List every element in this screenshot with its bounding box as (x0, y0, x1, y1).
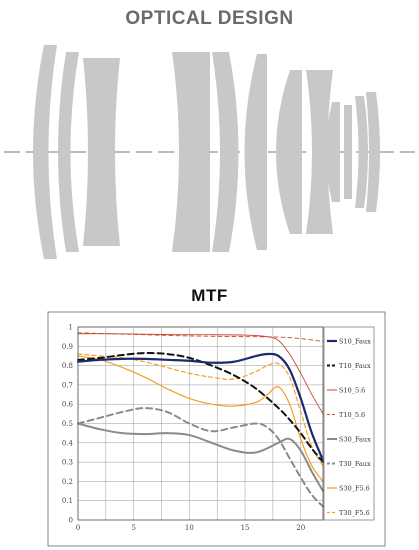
optical-design-title: OPTICAL DESIGN (125, 8, 294, 29)
lens-element-8 (306, 70, 333, 234)
legend-label: T10_5.6 (339, 411, 365, 419)
lens-element-5 (212, 52, 239, 252)
y-tick-label: 0.7 (62, 381, 73, 389)
lens-element-12 (366, 92, 380, 212)
y-tick-label: 1 (69, 324, 73, 332)
series-line-t10-5-6 (77, 332, 324, 342)
y-tick-label: 0.3 (62, 459, 73, 467)
y-tick-label: 0.5 (62, 420, 73, 428)
x-tick-label: 5 (131, 524, 135, 532)
legend-label: T30_F5.6 (339, 509, 370, 517)
lens-element-4 (172, 52, 210, 252)
y-tick-label: 0.4 (62, 439, 74, 447)
lens-element-9 (326, 102, 340, 202)
x-tick-label: 10 (185, 524, 194, 532)
chart-legend: S10_Faux T10_Faux S10_5.6 T10_5.6 S30_Faux T3… (327, 337, 371, 517)
series-line-t30-faux (77, 407, 324, 508)
plot-border (77, 326, 324, 521)
series-line-t10-faux (77, 352, 324, 464)
mtf-chart: 0 5 10 15 20 0 0.1 0.2 0.3 0.4 0.5 0.6 0.7 0.8 0.9 1 S1… (47, 311, 386, 547)
optical-design-diagram (4, 45, 415, 259)
lens-element-11 (355, 96, 368, 208)
y-tick-label: 0.8 (62, 362, 73, 370)
legend-label: S30_Faux (339, 435, 371, 443)
legend-label: T30_Faux (339, 460, 371, 468)
lens-element-2 (58, 52, 79, 252)
lens-element-10 (344, 105, 352, 199)
lens-element-6 (244, 54, 267, 250)
y-tick-label: 0.9 (62, 343, 73, 351)
legend-label: S10_Faux (339, 337, 371, 345)
legend-label: T10_Faux (339, 362, 371, 370)
series-line-s10-5-6 (77, 333, 324, 415)
chart-series (76, 332, 325, 508)
x-tick-label: 0 (76, 524, 80, 532)
y-tick-label: 0.1 (62, 497, 73, 505)
legend-label: S30_F5.6 (339, 484, 370, 492)
x-tick-label: 20 (296, 524, 305, 532)
lens-element-3 (83, 58, 120, 246)
series-line-s10-faux (76, 352, 325, 462)
lens-element-7 (276, 70, 302, 234)
chart-ticks: 0 5 10 15 20 0 0.1 0.2 0.3 0.4 0.5 0.6 0.7 0.8 0.9 1 (62, 324, 305, 533)
x-tick-label: 15 (241, 524, 250, 532)
y-tick-label: 0.6 (62, 401, 74, 409)
mtf-title: MTF (191, 286, 228, 305)
legend-label: S10_5.6 (339, 386, 365, 394)
lens-element-1 (33, 45, 57, 259)
y-tick-label: 0 (69, 517, 73, 525)
series-line-s30-faux (77, 422, 324, 493)
y-tick-label: 0.2 (62, 478, 73, 486)
